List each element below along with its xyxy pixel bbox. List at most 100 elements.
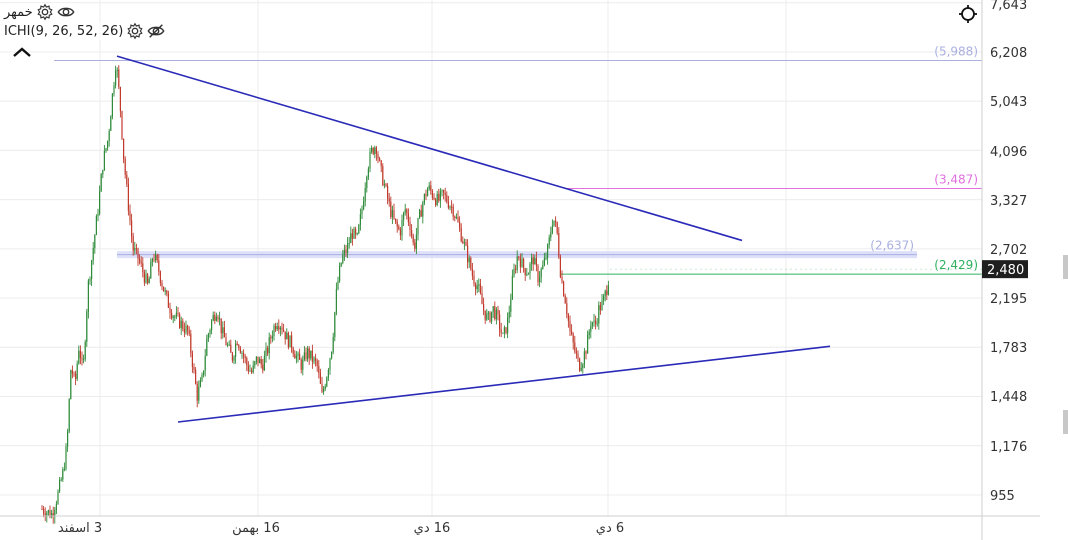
candle-body: [166, 290, 168, 294]
candle-body: [518, 256, 520, 258]
candle-body: [503, 327, 505, 333]
candle-body: [412, 235, 414, 243]
candle-body: [198, 386, 200, 401]
candle-body: [259, 359, 261, 364]
candle-body: [97, 213, 99, 217]
candle-body: [233, 356, 235, 361]
candle-body: [345, 249, 347, 253]
candle-body: [79, 350, 81, 359]
candle-body: [532, 257, 534, 265]
candle-body: [521, 258, 523, 268]
candle-body: [476, 285, 478, 290]
candle-body: [281, 327, 283, 330]
candle-body: [81, 358, 83, 360]
candle-body: [531, 257, 533, 264]
candle-body: [126, 174, 128, 184]
candle-body: [505, 327, 507, 334]
price-level-label: (5,988): [934, 45, 978, 59]
candle-body: [246, 358, 248, 366]
gear-icon[interactable]: [36, 3, 54, 21]
candle-body: [201, 374, 203, 381]
y-tick-label: 955: [990, 489, 1015, 504]
candle-body: [115, 71, 117, 86]
candle-body: [158, 260, 160, 272]
candle-body: [182, 320, 184, 330]
crosshair-icon[interactable]: [958, 4, 978, 24]
candle-body: [574, 342, 576, 352]
candle-body: [606, 290, 608, 295]
candle-body: [468, 257, 470, 263]
candle-body: [415, 234, 417, 249]
candle-body: [235, 343, 237, 357]
candle-body: [249, 370, 251, 372]
candle-body: [539, 277, 541, 283]
candle-body: [470, 257, 472, 270]
eye-off-icon[interactable]: [147, 22, 165, 40]
candle-body: [135, 248, 137, 250]
y-tick-label: 2,195: [990, 292, 1027, 307]
candle-body: [217, 317, 219, 320]
candle-body: [284, 331, 286, 340]
y-tick-label: 6,208: [990, 46, 1027, 61]
candle-body: [499, 314, 501, 330]
candle-body: [100, 174, 102, 192]
candle-body: [275, 326, 277, 330]
candle-body: [420, 210, 422, 217]
candle-body: [529, 263, 531, 274]
candle-body: [175, 312, 177, 317]
candle-body: [393, 210, 395, 219]
candle-body: [276, 326, 278, 330]
candle-body: [139, 258, 141, 262]
scroll-handle[interactable]: [1063, 410, 1068, 434]
candle-body: [222, 327, 224, 334]
candle-body: [238, 344, 240, 349]
candle-body: [169, 307, 171, 313]
candle-body: [428, 185, 430, 189]
axes: 7,643 6,208 5,043 4,096 3,327 2,702 2,195 1,783…: [0, 0, 1040, 540]
candle-body: [467, 245, 469, 263]
candle-body: [161, 282, 163, 287]
candle-body: [220, 318, 222, 334]
candle-body: [585, 351, 587, 354]
candle-body: [593, 320, 595, 323]
candle-body: [302, 359, 304, 370]
candle-body: [430, 185, 432, 191]
candle-body: [369, 151, 371, 169]
candle-body: [283, 329, 285, 332]
candle-body: [203, 370, 205, 375]
candle-body: [387, 185, 389, 199]
candle-body: [41, 509, 43, 511]
candle-body: [339, 266, 341, 282]
candle-body: [607, 285, 609, 295]
eye-icon[interactable]: [57, 3, 75, 21]
candle-body: [267, 347, 269, 354]
candle-body: [87, 280, 89, 312]
y-tick-label: 7,643: [990, 0, 1027, 13]
candle-body: [403, 212, 405, 220]
candle-body: [190, 333, 192, 354]
candle-body: [390, 201, 392, 218]
candle-body: [569, 320, 571, 331]
chevron-up-icon[interactable]: [10, 44, 34, 60]
candle-body: [102, 169, 104, 175]
candle-body: [55, 503, 57, 511]
candle-body: [291, 335, 293, 349]
y-tick-label: 5,043: [990, 95, 1027, 110]
candle-body: [588, 331, 590, 336]
candle-body: [327, 369, 329, 378]
candle-body: [545, 257, 547, 259]
candle-body: [435, 199, 437, 205]
candle-body: [547, 244, 549, 258]
candle-body: [417, 218, 419, 235]
candle-body: [515, 268, 517, 270]
candle-body: [404, 209, 406, 213]
y-tick-label: 2,702: [990, 243, 1027, 258]
candle-body: [92, 248, 94, 261]
candle-body: [193, 366, 195, 370]
gear-icon[interactable]: [126, 22, 144, 40]
scroll-handle[interactable]: [1063, 255, 1068, 279]
candle-body: [91, 260, 93, 279]
candle-body: [252, 365, 254, 373]
candle-body: [279, 327, 281, 330]
